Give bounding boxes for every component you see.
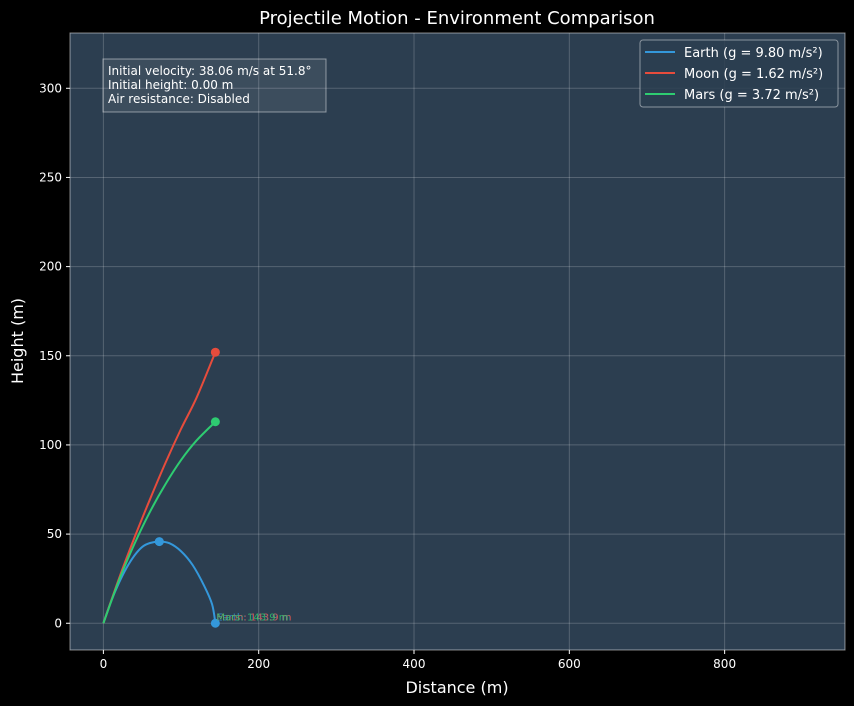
- series-line-mars: [102, 421, 217, 624]
- legend-label-moon: Moon (g = 1.62 m/s²): [684, 67, 823, 82]
- y-tick-label: 0: [54, 616, 62, 630]
- apex-marker-earth: [154, 537, 164, 547]
- x-tick-label: 600: [558, 657, 581, 671]
- info-height: Initial height: 0.00 m: [108, 78, 233, 92]
- range-label-earth: Earth: 143.9 m: [216, 612, 291, 623]
- info-air-resistance: Air resistance: Disabled: [108, 92, 250, 106]
- plot-frame: [69, 32, 846, 651]
- y-tick-label: 100: [39, 438, 62, 452]
- info-box-frame: [102, 58, 327, 113]
- x-axis-label: Distance (m): [405, 678, 508, 697]
- info-velocity: Initial velocity: 38.06 m/s at 51.8°: [108, 64, 311, 78]
- landing-marker-earth: [210, 618, 220, 628]
- y-tick-label: 200: [39, 260, 62, 274]
- markers: [154, 347, 220, 628]
- y-axis-label: Height (m): [8, 298, 27, 384]
- legend-label-earth: Earth (g = 9.80 m/s²): [684, 46, 823, 61]
- x-tick-label: 200: [247, 657, 270, 671]
- legend: Earth (g = 9.80 m/s²) Moon (g = 1.62 m/s…: [639, 39, 839, 108]
- x-tick-label: 400: [403, 657, 426, 671]
- info-box: Initial velocity: 38.06 m/s at 51.8° Ini…: [102, 58, 327, 113]
- endpoint-marker-moon: [210, 347, 220, 357]
- range-label-moon: Moon: 143.9 m: [216, 612, 291, 623]
- endpoint-marker-mars: [210, 417, 220, 427]
- plot-area: [70, 33, 845, 650]
- x-axis-ticks: 0 200 400 600 800: [100, 650, 736, 671]
- grid: [70, 33, 845, 650]
- y-tick-label: 150: [39, 349, 62, 363]
- y-tick-label: 50: [47, 527, 62, 541]
- series-line-earth: [102, 540, 217, 624]
- y-tick-label: 300: [39, 81, 62, 95]
- y-axis-ticks: 0 50 100 150 200 250 300: [39, 81, 70, 630]
- x-tick-label: 0: [100, 657, 108, 671]
- y-tick-label: 250: [39, 170, 62, 184]
- legend-frame: [639, 39, 839, 108]
- legend-label-mars: Mars (g = 3.72 m/s²): [684, 88, 819, 103]
- series-lines: [102, 351, 217, 624]
- x-tick-label: 800: [713, 657, 736, 671]
- chart-title: Projectile Motion - Environment Comparis…: [259, 8, 655, 29]
- range-label-mars: Mars: 143.9 m: [216, 612, 288, 623]
